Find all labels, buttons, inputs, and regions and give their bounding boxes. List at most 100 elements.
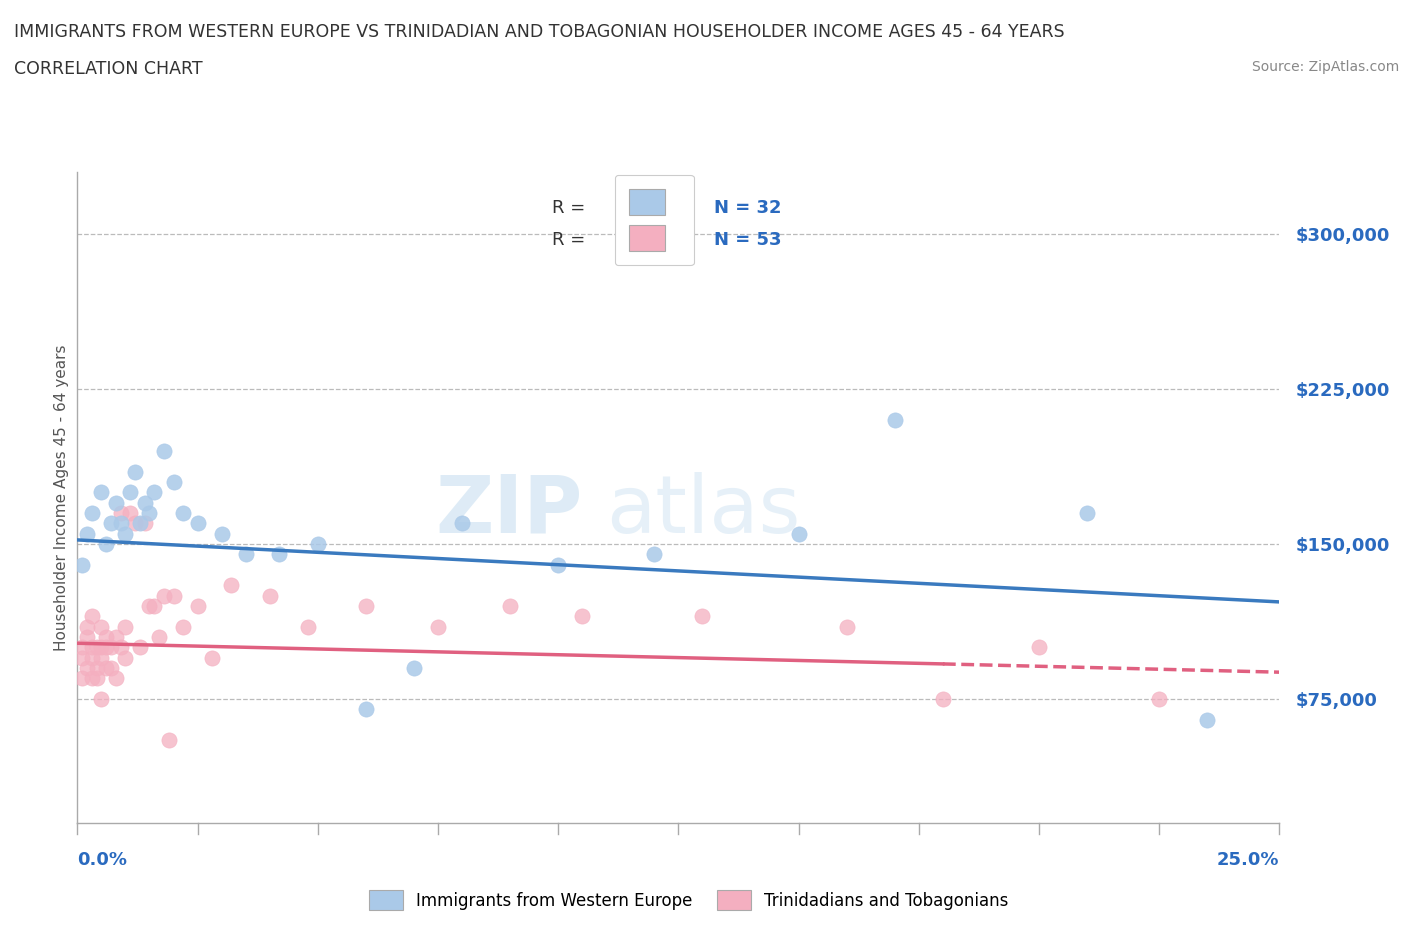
- Point: [402, 660, 425, 675]
- Text: -0.091: -0.091: [619, 199, 683, 217]
- Point: [76, 660, 98, 675]
- Point: [143, 485, 166, 499]
- Point: [80, 671, 103, 685]
- Point: [138, 599, 160, 614]
- Point: [124, 516, 146, 531]
- Point: [90, 650, 112, 665]
- Text: 0.0%: 0.0%: [77, 851, 128, 869]
- Point: [96, 630, 118, 644]
- Text: 25.0%: 25.0%: [1218, 851, 1279, 869]
- Text: R =: R =: [553, 232, 591, 249]
- Point: [134, 516, 156, 531]
- Point: [76, 630, 98, 644]
- Point: [547, 557, 569, 572]
- Text: CORRELATION CHART: CORRELATION CHART: [14, 60, 202, 78]
- Point: [354, 702, 377, 717]
- Point: [120, 506, 142, 521]
- Point: [80, 506, 103, 521]
- Point: [162, 589, 184, 604]
- Point: [76, 619, 98, 634]
- Point: [835, 619, 858, 634]
- Point: [153, 444, 176, 458]
- Point: [201, 650, 224, 665]
- Point: [96, 660, 118, 675]
- Point: [128, 516, 150, 531]
- Point: [80, 640, 103, 655]
- Point: [114, 526, 136, 541]
- Point: [499, 599, 522, 614]
- Point: [692, 609, 714, 624]
- Point: [90, 692, 112, 707]
- Point: [86, 640, 108, 655]
- Point: [1149, 692, 1171, 707]
- Point: [90, 485, 112, 499]
- Point: [269, 547, 291, 562]
- Point: [138, 506, 160, 521]
- Point: [90, 619, 112, 634]
- Point: [104, 630, 127, 644]
- Point: [427, 619, 450, 634]
- Point: [104, 496, 127, 511]
- Text: IMMIGRANTS FROM WESTERN EUROPE VS TRINIDADIAN AND TOBAGONIAN HOUSEHOLDER INCOME : IMMIGRANTS FROM WESTERN EUROPE VS TRINID…: [14, 23, 1064, 41]
- Text: ZIP: ZIP: [434, 472, 582, 550]
- Point: [76, 526, 98, 541]
- Point: [104, 671, 127, 685]
- Point: [354, 599, 377, 614]
- Point: [110, 506, 132, 521]
- Point: [110, 640, 132, 655]
- Point: [235, 547, 257, 562]
- Point: [96, 640, 118, 655]
- Point: [100, 660, 122, 675]
- Point: [70, 640, 93, 655]
- Point: [219, 578, 242, 592]
- Point: [643, 547, 665, 562]
- Point: [110, 516, 132, 531]
- Point: [80, 609, 103, 624]
- Point: [186, 599, 209, 614]
- Point: [114, 650, 136, 665]
- Y-axis label: Householder Income Ages 45 - 64 years: Householder Income Ages 45 - 64 years: [53, 344, 69, 651]
- Text: R =: R =: [553, 199, 591, 217]
- Legend: Immigrants from Western Europe, Trinidadians and Tobagonians: Immigrants from Western Europe, Trinidad…: [363, 884, 1015, 917]
- Point: [297, 619, 319, 634]
- Point: [114, 619, 136, 634]
- Text: -0.080: -0.080: [619, 232, 683, 249]
- Point: [90, 640, 112, 655]
- Point: [883, 413, 905, 428]
- Point: [1028, 640, 1050, 655]
- Point: [143, 599, 166, 614]
- Point: [162, 474, 184, 489]
- Point: [124, 464, 146, 479]
- Point: [148, 630, 170, 644]
- Point: [96, 537, 118, 551]
- Point: [172, 506, 194, 521]
- Point: [1197, 712, 1219, 727]
- Point: [932, 692, 955, 707]
- Text: N = 32: N = 32: [714, 199, 782, 217]
- Point: [80, 650, 103, 665]
- Point: [128, 640, 150, 655]
- Point: [1076, 506, 1098, 521]
- Point: [120, 485, 142, 499]
- Point: [186, 516, 209, 531]
- Point: [70, 557, 93, 572]
- Point: [100, 640, 122, 655]
- Point: [134, 496, 156, 511]
- Point: [259, 589, 281, 604]
- Point: [571, 609, 593, 624]
- Legend: , : ,: [614, 175, 695, 265]
- Point: [86, 671, 108, 685]
- Text: N = 53: N = 53: [714, 232, 782, 249]
- Point: [787, 526, 810, 541]
- Point: [86, 660, 108, 675]
- Point: [157, 733, 180, 748]
- Point: [172, 619, 194, 634]
- Text: Source: ZipAtlas.com: Source: ZipAtlas.com: [1251, 60, 1399, 74]
- Point: [451, 516, 474, 531]
- Point: [307, 537, 329, 551]
- Point: [211, 526, 233, 541]
- Point: [70, 671, 93, 685]
- Point: [100, 516, 122, 531]
- Point: [70, 650, 93, 665]
- Text: atlas: atlas: [606, 472, 800, 550]
